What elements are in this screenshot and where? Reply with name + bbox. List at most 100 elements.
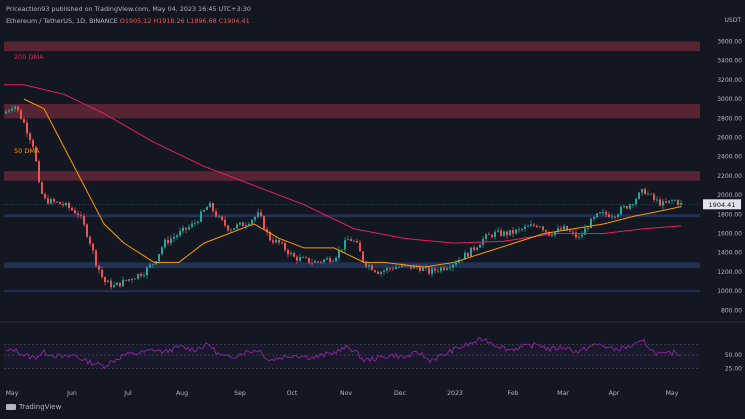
candle-body <box>449 267 451 269</box>
candle-body <box>212 203 214 212</box>
candle-body <box>398 267 400 268</box>
candle-body <box>98 265 100 270</box>
candle-body <box>326 258 328 260</box>
x-tick-label: Jul <box>123 390 132 397</box>
candle-body <box>203 209 205 212</box>
candle-body <box>71 207 73 211</box>
x-tick-label: May <box>6 390 19 397</box>
symbol-name: Ethereum / TetherUS, 1D, BINANCE <box>6 17 118 25</box>
candle-body <box>104 277 106 283</box>
candle-body <box>53 199 55 202</box>
candle-body <box>446 268 448 270</box>
candle-body <box>581 234 583 237</box>
candle-body <box>614 216 616 218</box>
x-tick-label: Aug <box>176 390 188 397</box>
candle-body <box>74 210 76 214</box>
candle-body <box>605 212 607 215</box>
candle-body <box>542 226 544 230</box>
y-tick-label: 1400.00 <box>717 250 742 257</box>
candle-body <box>8 110 10 112</box>
candle-body <box>392 268 394 270</box>
rsi-level-label: 25.00 <box>725 366 742 373</box>
candle-body <box>395 267 397 270</box>
close-value: C1904.41 <box>218 17 250 25</box>
candle-body <box>335 257 337 262</box>
candle-body <box>623 206 625 208</box>
candle-body <box>125 279 127 281</box>
candle-body <box>245 225 247 227</box>
candle-body <box>557 228 559 232</box>
candle-body <box>506 231 508 236</box>
candle-body <box>383 270 385 272</box>
tradingview-icon <box>6 404 16 410</box>
dma200-line <box>4 84 682 244</box>
candle-body <box>308 257 310 263</box>
candle-body <box>272 240 274 243</box>
candle-body <box>293 253 295 257</box>
candle-body <box>143 275 145 277</box>
candle-body <box>113 285 115 288</box>
candle-body <box>569 230 571 232</box>
candle-body <box>296 256 298 261</box>
zone-support-4 <box>4 262 700 269</box>
candle-body <box>425 267 427 269</box>
candle-body <box>83 215 85 225</box>
candle-body <box>401 265 403 268</box>
annotation-50dma: 50 DMA <box>14 147 40 155</box>
x-tick-label: 2023 <box>447 390 463 397</box>
candle-body <box>371 265 373 271</box>
y-tick-label: 800.00 <box>721 307 742 314</box>
candle-body <box>431 268 433 274</box>
candle-body <box>344 240 346 250</box>
candle-body <box>356 240 358 243</box>
rsi-level-label: 50.00 <box>725 352 742 359</box>
candle-body <box>23 119 25 123</box>
candle-body <box>548 231 550 236</box>
candle-body <box>302 257 304 259</box>
candle-body <box>95 250 97 266</box>
candle-body <box>86 224 88 237</box>
zone-support-3 <box>4 214 700 218</box>
candle-body <box>35 146 37 162</box>
candle-body <box>29 133 31 141</box>
candle-body <box>137 273 139 279</box>
candle-body <box>215 211 217 217</box>
candle-body <box>317 261 319 263</box>
candle-body <box>44 193 46 199</box>
candle-body <box>665 201 667 203</box>
candle-body <box>20 110 22 120</box>
candle-body <box>311 262 313 264</box>
candle-body <box>632 204 634 206</box>
candle-body <box>644 189 646 195</box>
rsi-line <box>5 337 681 370</box>
candle-body <box>380 271 382 274</box>
candle-body <box>158 254 160 262</box>
candle-body <box>545 229 547 232</box>
candle-body <box>440 267 442 272</box>
candle-body <box>407 265 409 267</box>
candle-body <box>185 227 187 230</box>
candle-body <box>677 200 679 205</box>
candle-body <box>350 239 352 241</box>
candle-body <box>596 213 598 218</box>
candle-body <box>17 106 19 111</box>
candle-body <box>659 199 661 206</box>
candle-body <box>584 228 586 235</box>
x-tick-label: Feb <box>508 390 519 397</box>
candle-body <box>641 189 643 193</box>
candle-body <box>290 253 292 255</box>
candle-body <box>38 161 40 183</box>
x-tick-label: Nov <box>340 390 352 397</box>
candle-body <box>560 228 562 230</box>
candle-body <box>122 279 124 287</box>
y-tick-label: 2000.00 <box>717 192 742 199</box>
candle-body <box>365 261 367 267</box>
candle-body <box>167 239 169 244</box>
candle-body <box>284 242 286 250</box>
candle-body <box>170 238 172 244</box>
candle-body <box>119 282 121 287</box>
candle-body <box>182 227 184 231</box>
candle-body <box>602 212 604 213</box>
candle-body <box>5 111 7 114</box>
